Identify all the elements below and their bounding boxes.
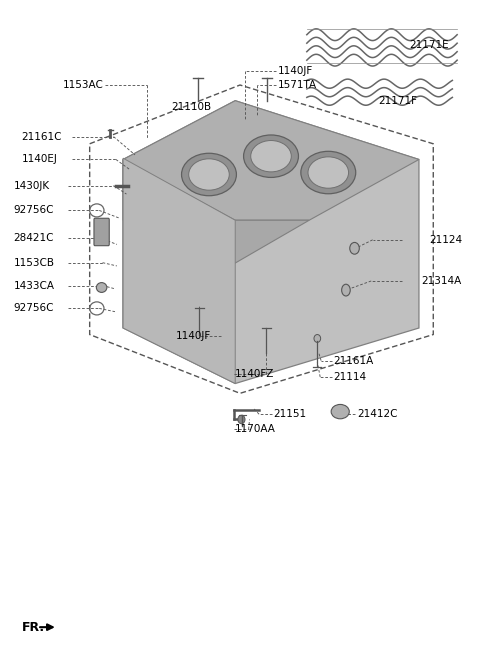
Ellipse shape	[301, 152, 356, 194]
FancyBboxPatch shape	[94, 218, 109, 246]
Ellipse shape	[189, 159, 229, 190]
Text: 21151: 21151	[274, 409, 307, 419]
Ellipse shape	[238, 415, 245, 424]
Ellipse shape	[243, 135, 299, 177]
Ellipse shape	[350, 243, 360, 254]
Text: 1140JF: 1140JF	[278, 66, 313, 76]
Text: 92756C: 92756C	[13, 304, 54, 314]
Ellipse shape	[96, 283, 107, 293]
Ellipse shape	[342, 284, 350, 296]
Text: FR.: FR.	[22, 621, 45, 634]
Text: 1170AA: 1170AA	[235, 424, 276, 434]
Text: 21412C: 21412C	[357, 409, 397, 419]
Text: 1140JF: 1140JF	[176, 331, 211, 342]
Ellipse shape	[251, 140, 291, 172]
Polygon shape	[123, 159, 309, 328]
Text: 28421C: 28421C	[13, 233, 54, 243]
Text: 1430JK: 1430JK	[13, 180, 49, 191]
Text: 21171F: 21171F	[378, 96, 418, 106]
Text: 21124: 21124	[429, 235, 462, 245]
Ellipse shape	[308, 157, 348, 188]
Polygon shape	[123, 100, 419, 220]
Text: 21161A: 21161A	[333, 356, 373, 365]
Ellipse shape	[181, 154, 237, 195]
Ellipse shape	[331, 405, 349, 419]
Text: 21171E: 21171E	[409, 40, 449, 50]
Polygon shape	[123, 100, 419, 384]
Text: 92756C: 92756C	[13, 205, 54, 215]
Text: 1153AC: 1153AC	[63, 80, 104, 90]
Text: 1433CA: 1433CA	[13, 281, 54, 291]
Ellipse shape	[314, 335, 321, 342]
Text: 21161C: 21161C	[22, 132, 62, 142]
Text: 21110B: 21110B	[171, 102, 211, 112]
Text: 1153CB: 1153CB	[13, 258, 54, 268]
Text: 21114: 21114	[333, 372, 366, 382]
Polygon shape	[123, 158, 235, 384]
Text: 1571TA: 1571TA	[278, 80, 317, 90]
Text: 1140EJ: 1140EJ	[22, 154, 57, 165]
Text: 1140FZ: 1140FZ	[235, 369, 275, 379]
Text: 21314A: 21314A	[421, 276, 462, 286]
